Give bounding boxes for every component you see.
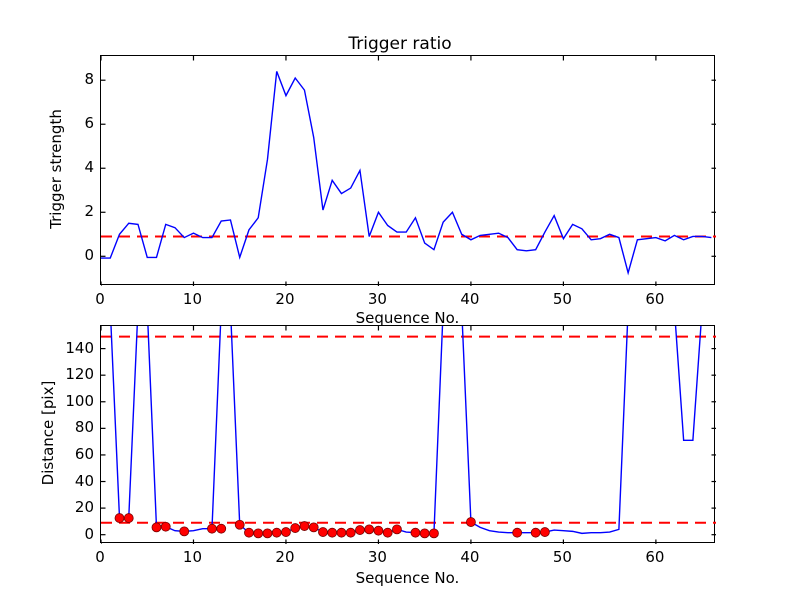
data-point-marker bbox=[318, 527, 328, 537]
bottom-chart-xlabel: Sequence No. bbox=[355, 569, 460, 587]
data-point-marker bbox=[336, 527, 347, 538]
bottom-ytick-label: 20 bbox=[74, 498, 94, 517]
data-point-marker bbox=[410, 527, 421, 538]
top-ytick-label: 8 bbox=[84, 70, 94, 89]
bottom-data-line bbox=[110, 326, 702, 535]
data-point-marker bbox=[392, 524, 402, 535]
top-xtick-label: 40 bbox=[460, 290, 480, 308]
bottom-ytick-label: 40 bbox=[74, 471, 94, 490]
bottom-xtick-label: 20 bbox=[275, 548, 295, 566]
top-data-line bbox=[101, 71, 712, 276]
data-point-marker bbox=[123, 513, 134, 523]
data-point-marker bbox=[308, 522, 319, 533]
data-point-marker bbox=[299, 521, 310, 531]
data-point-marker bbox=[216, 523, 227, 534]
top-ytick-label: 4 bbox=[84, 158, 94, 177]
data-point-marker bbox=[512, 527, 523, 538]
top-ytick-label: 6 bbox=[84, 114, 94, 133]
data-point-marker bbox=[160, 521, 171, 532]
data-point-marker bbox=[355, 525, 365, 535]
bottom-xtick-label: 50 bbox=[552, 548, 572, 566]
data-point-marker bbox=[540, 527, 550, 537]
bottom-chart-ylabel: Distance [pix] bbox=[39, 380, 57, 486]
data-point-marker bbox=[244, 527, 254, 538]
data-point-marker bbox=[364, 524, 375, 535]
data-point-marker bbox=[114, 513, 125, 523]
top-xtick-label: 20 bbox=[275, 290, 295, 308]
data-point-marker bbox=[419, 528, 430, 539]
top-chart-xlabel: Sequence No. bbox=[355, 309, 460, 327]
data-point-marker bbox=[327, 527, 338, 538]
top-chart-ylabel: Trigger strength bbox=[47, 109, 65, 229]
top-chart-title: Trigger ratio bbox=[348, 34, 452, 54]
data-point-marker bbox=[373, 525, 384, 536]
bottom-xtick-label: 30 bbox=[367, 548, 387, 566]
data-point-marker bbox=[382, 527, 393, 538]
top-xtick-label: 50 bbox=[552, 290, 572, 308]
top-xtick-label: 0 bbox=[95, 290, 105, 308]
data-point-marker bbox=[271, 527, 282, 538]
top-chart-canvas bbox=[101, 56, 716, 286]
bottom-xtick-label: 10 bbox=[182, 548, 203, 566]
bottom-ytick-label: 140 bbox=[65, 338, 94, 357]
top-xtick-label: 30 bbox=[367, 290, 387, 308]
top-chart-plot-area bbox=[100, 55, 716, 286]
bottom-ytick-label: 60 bbox=[74, 444, 94, 463]
data-point-marker bbox=[262, 528, 273, 539]
data-point-marker bbox=[207, 523, 217, 534]
top-xtick-label: 60 bbox=[645, 290, 665, 308]
data-point-marker bbox=[234, 519, 245, 530]
data-point-marker bbox=[530, 527, 541, 538]
bottom-ytick-label: 80 bbox=[74, 418, 94, 437]
top-ytick-label: 2 bbox=[84, 202, 94, 221]
data-point-marker bbox=[290, 523, 301, 533]
data-point-marker bbox=[429, 528, 439, 539]
bottom-chart-plot-area bbox=[100, 325, 716, 544]
data-point-marker bbox=[345, 527, 356, 538]
bottom-xtick-label: 0 bbox=[95, 548, 105, 566]
top-xtick-label: 10 bbox=[182, 290, 203, 308]
data-point-marker bbox=[151, 522, 162, 533]
top-ytick-label: 0 bbox=[84, 246, 94, 265]
bottom-ytick-label: 120 bbox=[65, 365, 94, 384]
bottom-chart-canvas bbox=[101, 326, 716, 544]
bottom-ytick-label: 100 bbox=[65, 391, 94, 410]
data-point-marker bbox=[281, 527, 291, 537]
data-point-marker bbox=[179, 526, 190, 537]
bottom-xtick-label: 60 bbox=[645, 548, 665, 566]
bottom-xtick-label: 40 bbox=[460, 548, 480, 566]
data-point-marker bbox=[466, 517, 476, 527]
bottom-ytick-label: 0 bbox=[84, 524, 94, 543]
data-point-marker bbox=[253, 528, 264, 539]
